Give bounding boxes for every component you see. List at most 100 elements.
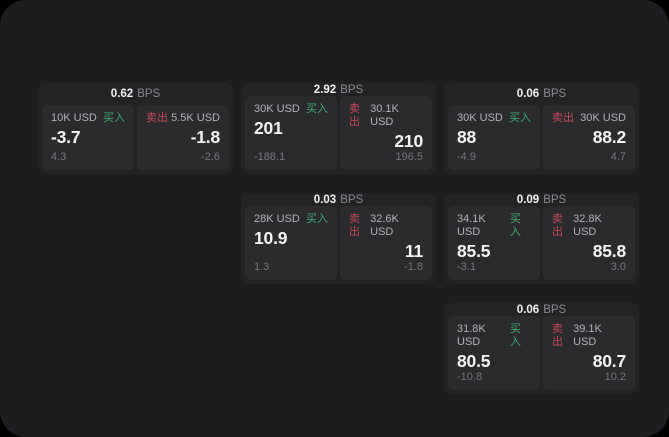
bps-value: 0.06: [516, 303, 540, 316]
sell-price: 85.8: [592, 241, 626, 261]
buy-top-row: 30K USD 买入: [457, 112, 531, 125]
bps-header: 0.09 BPS: [448, 193, 635, 206]
buy-panel[interactable]: 30K USD 买入 88 -4.9: [448, 105, 540, 170]
sell-price: -1.8: [190, 127, 221, 147]
sell-delta: 10.2: [604, 371, 626, 383]
buy-delta: 1.3: [254, 261, 270, 273]
buy-delta: -188.1: [254, 151, 286, 163]
buy-panel[interactable]: 31.8K USD 买入 80.5 -10.8: [448, 316, 540, 390]
sell-price: 88.2: [592, 127, 626, 147]
quote-panels: 10K USD 买入 -3.7 4.3 卖出 5.5K USD -1.8 -2.…: [42, 105, 229, 170]
buy-top-row: 34.1K USD 买入: [457, 213, 531, 239]
quote-card-2: 2.92 BPS 30K USD 买入 201 -188.1 卖出 30.1K …: [241, 83, 436, 174]
quote-card-3: 0.06 BPS 30K USD 买入 88 -4.9 卖出 30K USD 8…: [444, 83, 639, 174]
sell-panel[interactable]: 卖出 32.8K USD 85.8 3.0: [543, 206, 635, 280]
sell-amount: 5.5K USD: [171, 112, 220, 124]
quote-card-5: 0.09 BPS 34.1K USD 买入 85.5 -3.1 卖出 32.8K…: [444, 193, 639, 284]
bps-unit-label: BPS: [340, 193, 364, 206]
quote-panels: 31.8K USD 买入 80.5 -10.8 卖出 39.1K USD 80.…: [448, 316, 635, 390]
buy-panel[interactable]: 30K USD 买入 201 -188.1: [245, 96, 337, 170]
buy-panel[interactable]: 28K USD 买入 10.9 1.3: [245, 206, 337, 280]
bps-header: 2.92 BPS: [245, 83, 432, 96]
buy-delta: 4.3: [51, 151, 67, 163]
bps-unit-label: BPS: [543, 303, 567, 316]
bps-value: 2.92: [313, 83, 337, 96]
sell-top-row: 卖出 30.1K USD: [349, 103, 423, 129]
sell-panel[interactable]: 卖出 5.5K USD -1.8 -2.6: [137, 105, 229, 170]
bps-value: 0.03: [313, 193, 337, 206]
sell-panel[interactable]: 卖出 30K USD 88.2 4.7: [543, 105, 635, 170]
buy-price: 80.5: [457, 351, 491, 371]
buy-label: 买入: [509, 112, 531, 124]
buy-price: 10.9: [254, 228, 288, 248]
buy-amount: 30K USD: [457, 112, 503, 124]
sell-top-row: 卖出 30K USD: [552, 112, 626, 125]
buy-delta: -3.1: [457, 261, 476, 273]
sell-top-row: 卖出 39.1K USD: [552, 323, 626, 349]
quote-panels: 30K USD 买入 88 -4.9 卖出 30K USD 88.2 4.7: [448, 105, 635, 170]
buy-delta: -4.9: [457, 151, 476, 163]
buy-price: -3.7: [51, 127, 81, 147]
bps-unit-label: BPS: [137, 88, 161, 100]
buy-label: 买入: [306, 103, 328, 115]
buy-price: 85.5: [457, 241, 491, 261]
quote-card-4: 0.03 BPS 28K USD 买入 10.9 1.3 卖出 32.6K US…: [241, 193, 436, 284]
quote-panels: 28K USD 买入 10.9 1.3 卖出 32.6K USD 11 -1.8: [245, 206, 432, 280]
sell-delta: -2.6: [201, 151, 220, 163]
bps-value: 0.09: [516, 193, 540, 206]
buy-label: 买入: [509, 213, 521, 238]
sell-amount: 30K USD: [580, 112, 626, 124]
quote-card-1: 0.62 BPS 10K USD 买入 -3.7 4.3 卖出 5.5K USD…: [38, 83, 233, 174]
sell-label: 卖出: [552, 323, 563, 348]
sell-amount: 32.6K USD: [370, 213, 399, 238]
sell-price: 80.7: [592, 351, 626, 371]
buy-panel[interactable]: 34.1K USD 买入 85.5 -3.1: [448, 206, 540, 280]
sell-delta: 4.7: [610, 151, 626, 163]
sell-label: 卖出: [552, 213, 563, 238]
sell-price: 11: [404, 241, 423, 261]
buy-price: 201: [254, 118, 283, 138]
buy-top-row: 30K USD 买入: [254, 103, 328, 116]
sell-label: 卖出: [349, 103, 360, 128]
bps-header: 0.03 BPS: [245, 193, 432, 206]
sell-top-row: 卖出 32.8K USD: [552, 213, 626, 239]
buy-panel[interactable]: 10K USD 买入 -3.7 4.3: [42, 105, 134, 170]
sell-label: 卖出: [349, 213, 360, 238]
sell-panel[interactable]: 卖出 39.1K USD 80.7 10.2: [543, 316, 635, 390]
bps-unit-label: BPS: [543, 88, 567, 100]
bps-unit-label: BPS: [340, 83, 364, 96]
buy-top-row: 10K USD 买入: [51, 112, 125, 125]
buy-top-row: 28K USD 买入: [254, 213, 328, 226]
sell-panel[interactable]: 卖出 32.6K USD 11 -1.8: [340, 206, 432, 280]
buy-label: 买入: [103, 112, 125, 124]
bps-header: 0.06 BPS: [448, 303, 635, 316]
sell-amount: 32.8K USD: [573, 213, 602, 238]
sell-price: 210: [394, 131, 423, 151]
sell-top-row: 卖出 32.6K USD: [349, 213, 423, 239]
sell-top-row: 卖出 5.5K USD: [146, 112, 220, 125]
buy-label: 买入: [306, 213, 328, 225]
buy-amount: 31.8K USD: [457, 323, 486, 348]
buy-amount: 34.1K USD: [457, 213, 486, 238]
buy-label: 买入: [509, 323, 521, 348]
quote-card-6: 0.06 BPS 31.8K USD 买入 80.5 -10.8 卖出 39.1…: [444, 303, 639, 394]
bps-value: 0.62: [110, 88, 134, 100]
buy-amount: 28K USD: [254, 213, 300, 225]
bps-value: 0.06: [516, 88, 540, 100]
sell-label: 卖出: [146, 112, 168, 124]
sell-label: 卖出: [552, 112, 574, 124]
buy-top-row: 31.8K USD 买入: [457, 323, 531, 349]
sell-delta: 3.0: [610, 261, 626, 273]
buy-amount: 10K USD: [51, 112, 97, 124]
bps-header: 0.06 BPS: [448, 83, 635, 105]
sell-delta: -1.8: [404, 261, 423, 273]
quote-panels: 34.1K USD 买入 85.5 -3.1 卖出 32.8K USD 85.8…: [448, 206, 635, 280]
bps-unit-label: BPS: [543, 193, 567, 206]
buy-price: 88: [457, 127, 477, 147]
sell-panel[interactable]: 卖出 30.1K USD 210 196.5: [340, 96, 432, 170]
sell-amount: 39.1K USD: [573, 323, 602, 348]
buy-delta: -10.8: [457, 371, 483, 383]
bps-header: 0.62 BPS: [42, 83, 229, 105]
sell-delta: 196.5: [395, 151, 423, 163]
buy-amount: 30K USD: [254, 103, 300, 115]
